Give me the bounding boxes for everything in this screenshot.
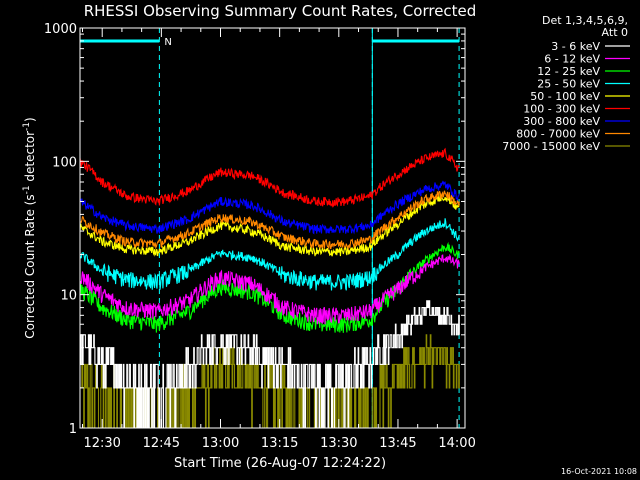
- x-tick-label: 13:00: [202, 436, 239, 451]
- y-axis-label-prefix: Corrected Count Rate (s: [23, 194, 37, 338]
- y-tick-label: 1000: [44, 22, 77, 37]
- x-tick-label: 12:30: [83, 436, 120, 451]
- series-line: [79, 180, 460, 235]
- y-tick-label: 1: [69, 422, 77, 437]
- annotation-label: N: [164, 37, 171, 48]
- legend-entry-label: 7000 - 15000 keV: [502, 140, 600, 153]
- legend-entry-label: 50 - 100 keV: [530, 90, 600, 103]
- legend-entry-label: 800 - 7000 keV: [516, 128, 600, 141]
- y-axis-label-suffix: ): [23, 117, 37, 122]
- series-6-12keV: [79, 253, 460, 325]
- legend-entry-label: 12 - 25 keV: [537, 65, 600, 78]
- series-800-7000keV: [79, 190, 460, 251]
- series-300-800keV: [79, 180, 460, 235]
- plot-frame: [79, 27, 466, 429]
- series-line: [80, 300, 460, 429]
- y-axis-label-mid: detector: [23, 131, 37, 186]
- y-axis-label-sup1: -1: [22, 185, 32, 194]
- x-tick-label: 13:15: [261, 436, 298, 451]
- series-line: [79, 218, 460, 291]
- series-layer: [79, 147, 460, 429]
- y-tick-label: 100: [52, 155, 77, 170]
- series-25-50keV: [79, 218, 460, 291]
- axes-layer: 1 10 100 1000 12:30 12:45 13:00 13:15 13:30 13:45…: [44, 22, 476, 451]
- y-axis-label: Corrected Count Rate (s-1 detector-1): [22, 117, 37, 338]
- x-tick-label: 14:00: [438, 436, 475, 451]
- x-tick-label: 12:45: [143, 436, 180, 451]
- legend-header-line: Det 1,3,4,5,6,9,: [542, 14, 628, 27]
- legend-entry-label: 25 - 50 keV: [537, 78, 600, 91]
- legend-entry-label: 6 - 12 keV: [544, 53, 600, 66]
- series-line: [79, 253, 460, 325]
- series-line: [79, 190, 460, 251]
- footer-timestamp: 16-Oct-2021 10:08: [561, 467, 637, 476]
- x-axis-label: Start Time (26-Aug-07 12:24:22): [174, 456, 386, 471]
- series-line: [79, 147, 460, 208]
- series-50-100keV: [79, 193, 460, 257]
- series-3-6keV: [80, 300, 460, 429]
- x-tick-label: 13:45: [379, 436, 416, 451]
- legend-entry-label: 300 - 800 keV: [523, 115, 600, 128]
- chart-title: RHESSI Observing Summary Count Rates, Co…: [84, 2, 477, 20]
- y-axis-label-sup2: -1: [22, 122, 32, 131]
- legend-header-line: Att 0: [602, 26, 628, 39]
- series-100-300keV: [79, 147, 460, 208]
- legend-entry-label: 3 - 6 keV: [551, 40, 600, 53]
- y-tick-label: 10: [60, 289, 77, 304]
- x-tick-label: 13:30: [320, 436, 357, 451]
- series-line: [79, 193, 460, 257]
- legend-entry-label: 100 - 300 keV: [523, 103, 600, 116]
